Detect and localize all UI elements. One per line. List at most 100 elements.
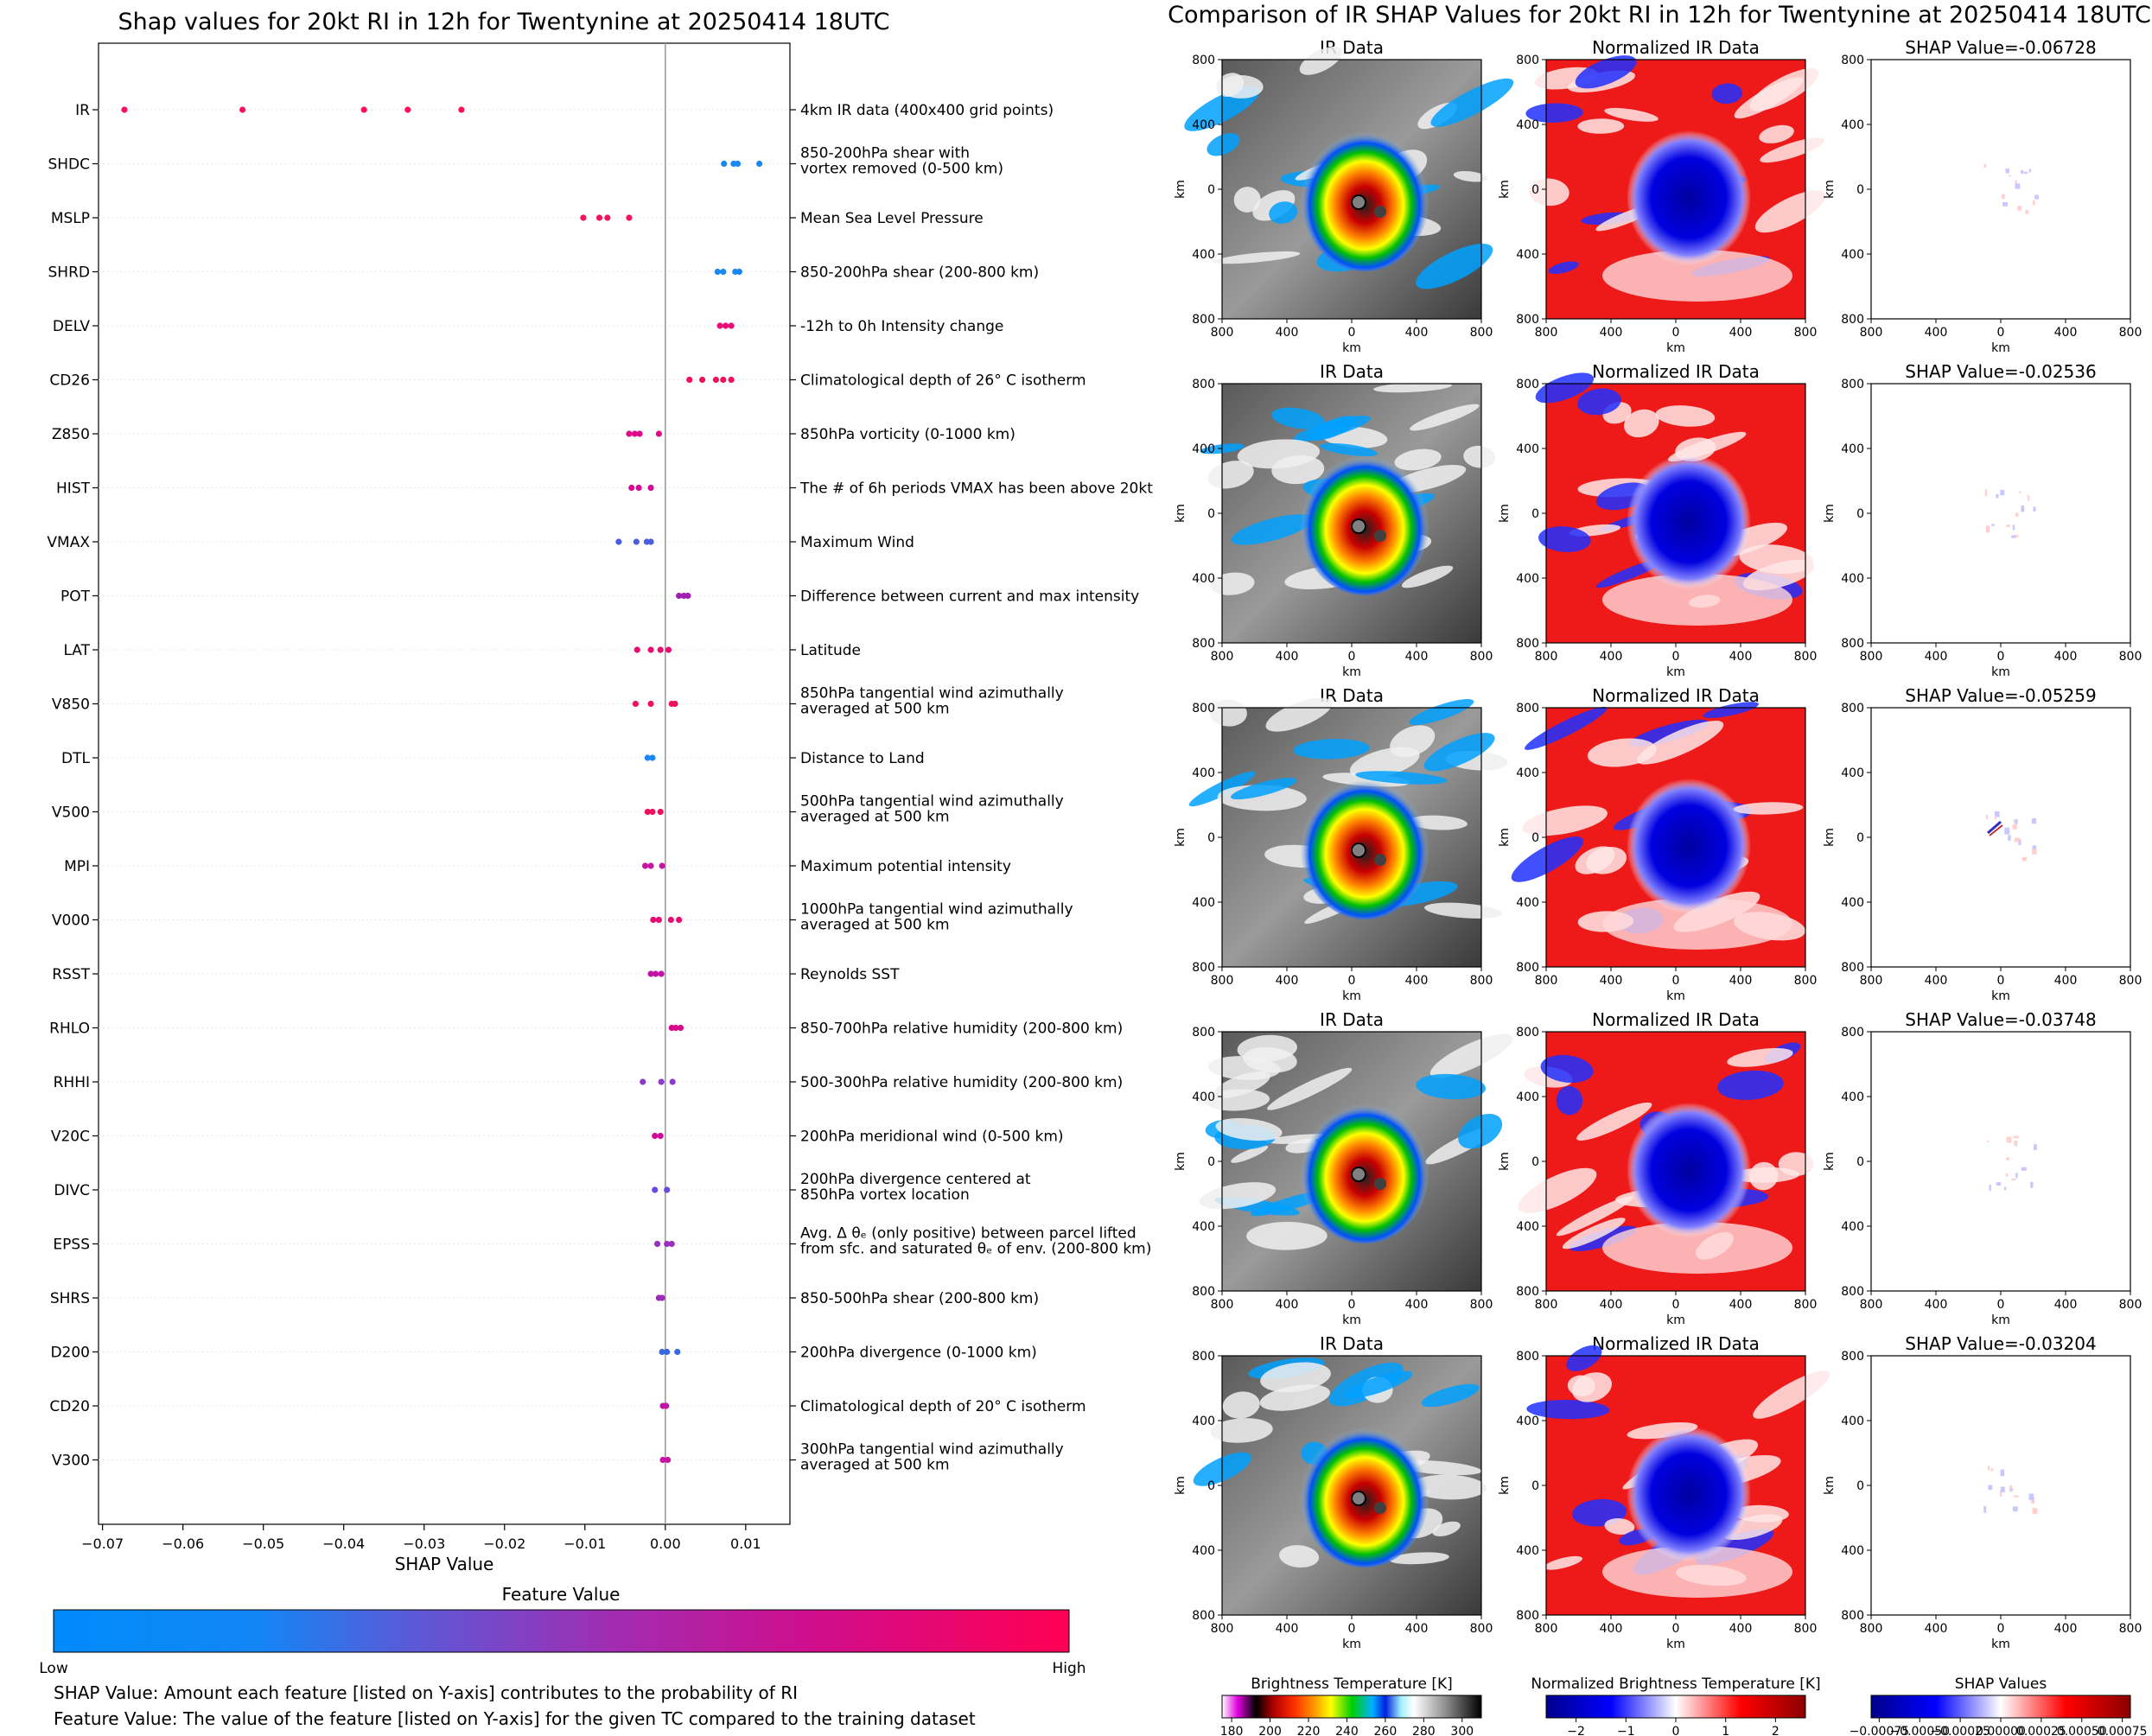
x-tick-label: 400 xyxy=(1276,1298,1299,1312)
x-tick-label: 800 xyxy=(1794,650,1818,664)
colorbar-tick-label: 0.00050 xyxy=(2057,1725,2107,1736)
shap-pixel xyxy=(1996,1182,2002,1186)
x-axis-label: SHAP Value xyxy=(395,1554,494,1574)
panel-row: IR Data80080040040000400400800800kmkmNor… xyxy=(1174,37,2142,355)
y-tick-label: 800 xyxy=(1841,1285,1864,1299)
cloud-band xyxy=(1209,699,1247,727)
shap-image-background xyxy=(1871,60,2130,319)
feature-description: Climatological depth of 20° C isotherm xyxy=(800,1398,1086,1415)
shap-map-panel: SHAP Value=-0.02536800800400400004004008… xyxy=(1823,361,2142,679)
cloud-band xyxy=(1577,388,1621,416)
feature-name-label: CD20 xyxy=(49,1398,90,1415)
x-tick-label: 800 xyxy=(2119,326,2142,340)
x-tick-label: 400 xyxy=(1600,1298,1623,1312)
x-tick-label: 400 xyxy=(2054,1298,2078,1312)
colorbar-tick-label: 220 xyxy=(1297,1725,1321,1736)
y-tick-label: 0 xyxy=(1531,507,1539,521)
shap-pixel xyxy=(1989,1184,1991,1192)
x-axis-label: km xyxy=(1342,1637,1361,1651)
cloud-band xyxy=(1204,1089,1270,1111)
x-tick-label: 800 xyxy=(2119,650,2142,664)
outer-band xyxy=(1602,898,1792,950)
panel-title: Normalized IR Data xyxy=(1592,685,1760,706)
cloud-band xyxy=(1237,1034,1297,1062)
x-tick-label: 800 xyxy=(1535,1622,1558,1636)
y-axis-label: km xyxy=(1174,504,1187,523)
x-axis-label: km xyxy=(1991,1313,2010,1327)
y-tick-label: 0 xyxy=(1856,183,1864,197)
cloud-band xyxy=(1577,118,1625,134)
shap-pixel xyxy=(2015,819,2018,824)
cloud-band xyxy=(1410,404,1480,431)
feature-description: Distance to Land xyxy=(800,750,925,767)
x-tick-label: 800 xyxy=(2119,1622,2142,1636)
shap-point xyxy=(728,376,735,384)
shap-point xyxy=(664,1186,671,1193)
feature-row-divc: DIVC 200hPa divergence centered at850hPa … xyxy=(54,1171,1030,1204)
y-tick-label: 800 xyxy=(1516,702,1539,715)
y-tick-label: 400 xyxy=(1516,766,1539,780)
x-tick-label: 800 xyxy=(1470,326,1493,340)
shap-image-background xyxy=(1871,708,2130,967)
y-tick-label: 0 xyxy=(1856,507,1864,521)
shap-point xyxy=(653,1240,661,1248)
cloud-band xyxy=(1199,1182,1277,1210)
x-tick-label: 800 xyxy=(1860,1298,1883,1312)
y-tick-label: 0 xyxy=(1531,1155,1539,1169)
feature-description: 850hPa tangential wind azimuthally xyxy=(800,685,1064,703)
x-tick-label: 0 xyxy=(1348,326,1356,340)
cloud-band xyxy=(1749,68,1819,111)
storm-center-marker xyxy=(1374,206,1386,218)
colorbar-tick-label: 280 xyxy=(1412,1725,1436,1736)
feature-name-label: DIVC xyxy=(54,1182,90,1199)
shap-point xyxy=(720,376,727,384)
shap-pixel xyxy=(1985,815,1989,819)
shap-pixel xyxy=(1994,811,2000,817)
y-tick-label: 800 xyxy=(1841,313,1864,327)
cloud-band xyxy=(1390,725,1436,758)
y-tick-label: 0 xyxy=(1207,1479,1215,1493)
x-tick-label: 800 xyxy=(1470,650,1493,664)
shap-point xyxy=(632,700,639,708)
shap-point xyxy=(720,268,727,276)
y-tick-label: 400 xyxy=(1192,118,1215,132)
shap-pixel xyxy=(2021,1167,2027,1171)
cloud-band xyxy=(1754,190,1826,233)
x-tick-label: −0.03 xyxy=(403,1536,445,1552)
cloud-band xyxy=(1522,805,1608,836)
shap-point xyxy=(659,1456,666,1464)
cloud-band xyxy=(1627,1421,1698,1440)
cloud-band xyxy=(1525,706,1608,750)
shap-pixel xyxy=(1983,163,1987,169)
colorbar-tick-label: 2 xyxy=(1772,1725,1780,1736)
shap-pixel xyxy=(2011,1178,2016,1181)
y-tick-label: 400 xyxy=(1841,1091,1864,1104)
shap-point xyxy=(658,970,665,977)
colorbar-title: SHAP Values xyxy=(1955,1676,2047,1693)
shap-point xyxy=(649,754,656,761)
shap-point xyxy=(647,700,654,708)
shap-pixel xyxy=(2014,837,2020,843)
storm-core xyxy=(1627,455,1751,589)
shap-pixel xyxy=(1988,1466,1990,1471)
colorbar-tick-label: 300 xyxy=(1450,1725,1474,1736)
shap-pixel xyxy=(2028,494,2030,501)
feature-row-v000: V000 1000hPa tangential wind azimuthallya… xyxy=(52,901,1073,934)
shap-pixel xyxy=(2012,525,2015,531)
storm-core xyxy=(1627,130,1751,265)
cloud-band xyxy=(1416,244,1493,289)
shap-pixel xyxy=(2013,1135,2019,1139)
y-tick-label: 800 xyxy=(1516,1026,1539,1040)
x-axis-label: km xyxy=(1991,341,2010,355)
shap-point xyxy=(647,484,654,492)
feature-row-ir: IR 4km IR data (400x400 grid points) xyxy=(75,102,1054,119)
panel-title: IR Data xyxy=(1320,1009,1384,1030)
shap-point xyxy=(647,646,654,653)
colorbar-title: Brightness Temperature [K] xyxy=(1251,1676,1452,1693)
shap-point xyxy=(628,484,635,492)
shap-pixel xyxy=(2011,535,2015,538)
cloud-band xyxy=(1401,565,1454,588)
